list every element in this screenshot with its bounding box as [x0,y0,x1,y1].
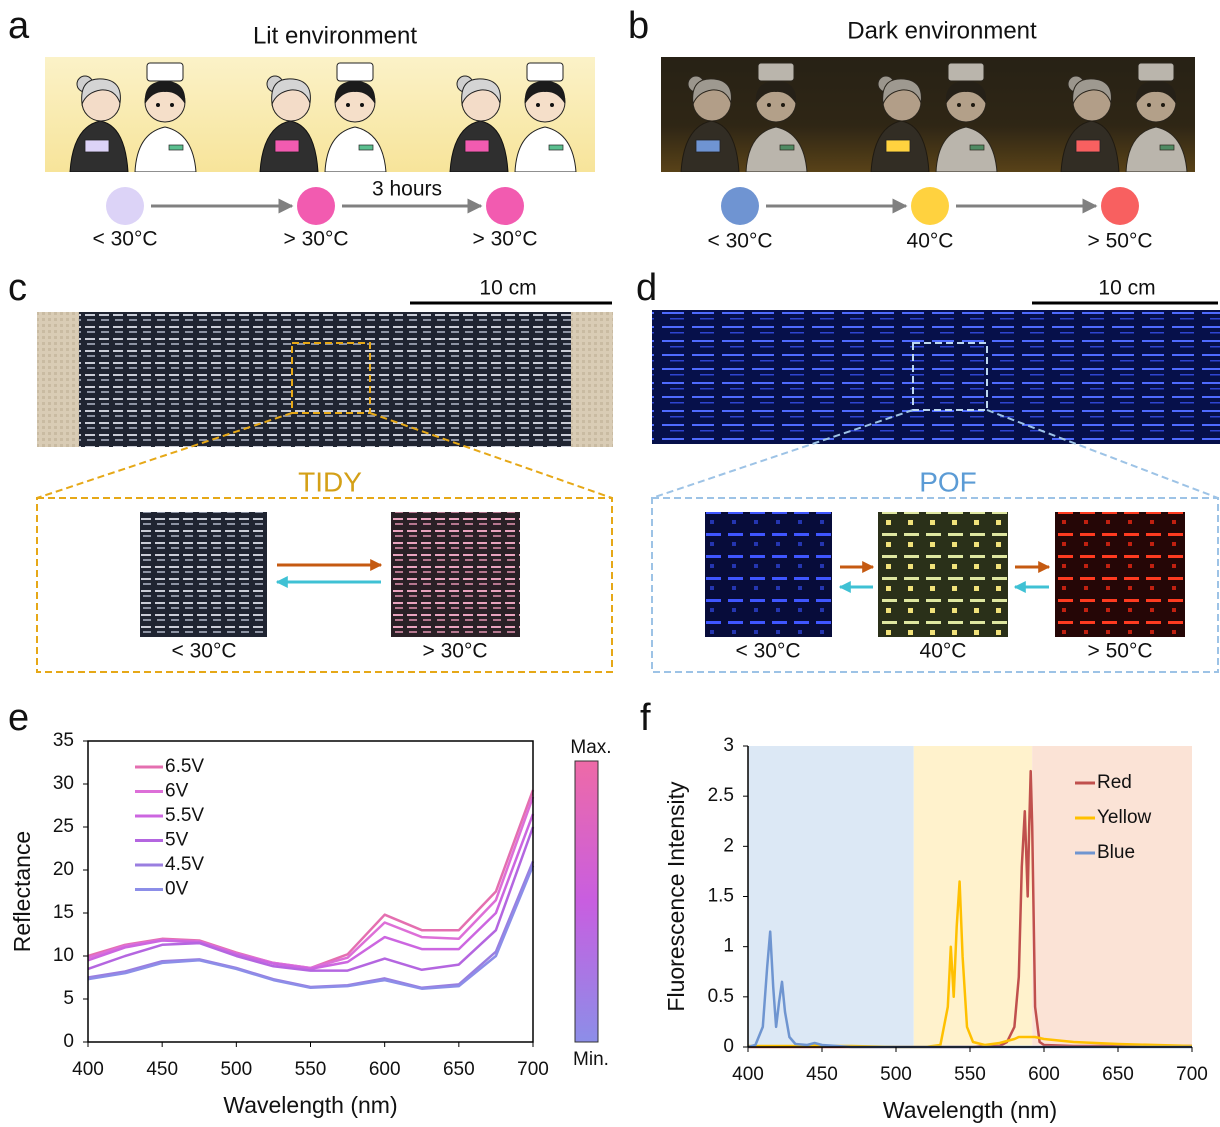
x-tick-label: 450 [806,1064,838,1085]
state-circle [1101,187,1139,225]
x-tick-label: 450 [146,1059,178,1080]
y-tick-label: 0 [63,1031,74,1052]
y-tick-label: 2 [723,835,734,856]
legend-label: Yellow [1097,807,1152,828]
panel-label: f [640,697,651,739]
color-patch [886,140,910,152]
y-tick-label: 15 [53,902,74,923]
legend-label: Blue [1097,842,1135,863]
x-tick-label: 550 [954,1064,986,1085]
panel-label: e [8,697,29,739]
fabric-photo [652,310,1220,444]
x-tick-label: 700 [1176,1064,1208,1085]
series-line [88,827,533,971]
legend-label: 6V [165,781,189,802]
y-axis-title: Fluorescence Intensity [663,781,689,1012]
state-label: > 30°C [283,228,348,251]
state-label: < 30°C [707,230,772,253]
panel-label: a [8,5,30,47]
state-label: < 30°C [171,640,236,663]
state-label: > 50°C [1087,230,1152,253]
x-axis-title: Wavelength (nm) [223,1092,397,1118]
inset-title: POF [919,466,977,497]
y-tick-label: 1.5 [708,886,734,907]
x-tick-label: 600 [1028,1064,1060,1085]
x-axis-title: Wavelength (nm) [883,1097,1057,1123]
x-tick-label: 650 [1102,1064,1134,1085]
panel-title: Lit environment [253,22,417,49]
color-patch [465,140,489,152]
color-patch [85,140,109,152]
legend-label: 5.5V [165,805,204,826]
y-tick-label: 2.5 [708,785,734,806]
colorbar-min: Min. [573,1049,609,1070]
x-tick-label: 600 [369,1059,401,1080]
inset-photo [1055,512,1185,637]
arrow-label: 3 hours [372,178,442,201]
legend-label: 5V [165,830,189,851]
panel-label: b [628,5,649,47]
state-circle [486,187,524,225]
region [748,746,914,1047]
state-label: < 30°C [735,640,800,663]
panel-label: c [8,267,27,309]
state-circle [297,187,335,225]
scale-label: 10 cm [479,277,536,300]
y-tick-label: 10 [53,945,74,966]
series-line [88,814,533,969]
state-label: > 30°C [422,640,487,663]
inset-box [37,498,612,672]
inset-photo [878,512,1008,637]
inset-photo [705,512,832,637]
x-tick-label: 650 [443,1059,475,1080]
state-label: > 50°C [1087,640,1152,663]
color-patch [696,140,720,152]
x-tick-label: 700 [517,1059,549,1080]
colorbar [575,761,598,1042]
plot-frame [88,741,533,1042]
x-tick-label: 500 [880,1064,912,1085]
y-axis-title: Reflectance [9,831,35,952]
y-tick-label: 25 [53,816,74,837]
y-tick-label: 0 [723,1036,734,1057]
state-circle [106,187,144,225]
illustration-bg [45,57,595,172]
legend-label: 0V [165,879,189,900]
x-tick-label: 500 [220,1059,252,1080]
state-circle [721,187,759,225]
state-label: > 30°C [472,228,537,251]
inset-photo [391,512,520,637]
fabric-edge [571,312,613,447]
y-tick-label: 1 [723,936,734,957]
scale-label: 10 cm [1098,277,1155,300]
color-patch [275,140,299,152]
x-tick-label: 400 [732,1064,764,1085]
color-patch [1076,140,1100,152]
state-label: 40°C [907,230,954,253]
x-tick-label: 400 [72,1059,104,1080]
y-tick-label: 0.5 [708,986,734,1007]
figure: a Lit environment 3 hours b Dark environ… [0,0,1220,1127]
legend-label: 4.5V [165,854,204,875]
inset-photo [140,512,267,637]
fabric-photo [37,312,613,447]
panel-title: Dark environment [847,17,1037,44]
panel-label: d [636,267,657,309]
state-label: < 30°C [92,228,157,251]
x-tick-label: 550 [295,1059,327,1080]
legend-label: 6.5V [165,756,204,777]
fabric-edge [37,312,79,447]
y-tick-label: 3 [723,735,734,756]
y-tick-label: 30 [53,773,74,794]
legend-label: Red [1097,772,1132,793]
state-circle [911,187,949,225]
state-label: 40°C [920,640,967,663]
region [914,746,1032,1047]
colorbar-max: Max. [570,737,611,758]
y-tick-label: 5 [63,988,74,1009]
inset-title: TIDY [298,466,362,497]
y-tick-label: 35 [53,730,74,751]
dark-overlay [661,57,1195,172]
y-tick-label: 20 [53,859,74,880]
